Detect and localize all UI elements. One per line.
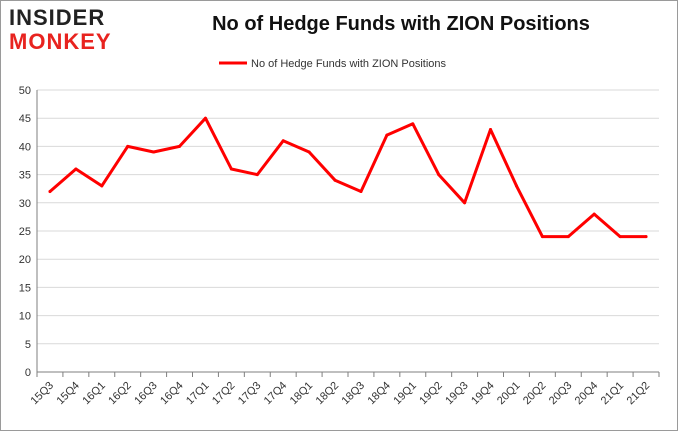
x-tick-label-18Q2: 18Q2: [314, 380, 342, 408]
x-tick-label-18Q1: 18Q1: [288, 380, 316, 408]
legend: No of Hedge Funds with ZION Positions: [219, 58, 447, 70]
data-point-16Q4: [178, 144, 182, 148]
x-tick-label-19Q2: 19Q2: [417, 380, 445, 408]
x-tick-label-17Q4: 17Q4: [262, 380, 290, 408]
data-point-15Q3: [48, 190, 52, 194]
data-point-19Q2: [437, 173, 441, 177]
data-point-16Q3: [152, 150, 156, 154]
x-tick-label-20Q4: 20Q4: [573, 380, 601, 408]
data-point-17Q1: [203, 116, 207, 120]
x-tick-label-20Q2: 20Q2: [521, 380, 549, 408]
legend-label: No of Hedge Funds with ZION Positions: [251, 58, 447, 70]
y-tick-label-15: 15: [19, 282, 31, 294]
y-tick-label-10: 10: [19, 311, 31, 323]
data-point-20Q3: [566, 235, 570, 239]
data-point-18Q1: [307, 150, 311, 154]
y-tick-label-35: 35: [19, 170, 31, 182]
x-tick-label-18Q4: 18Q4: [365, 380, 393, 408]
x-tick-label-21Q2: 21Q2: [625, 380, 653, 408]
y-tick-label-25: 25: [19, 226, 31, 238]
x-tick-label-19Q4: 19Q4: [469, 380, 497, 408]
y-tick-label-20: 20: [19, 254, 31, 266]
x-tick-label-16Q4: 16Q4: [158, 380, 186, 408]
data-point-18Q3: [359, 190, 363, 194]
x-tick-label-19Q3: 19Q3: [443, 380, 471, 408]
data-point-21Q2: [644, 235, 648, 239]
data-point-18Q4: [385, 133, 389, 137]
data-point-19Q3: [463, 201, 467, 205]
x-tick-labels: 15Q315Q416Q116Q216Q316Q417Q117Q217Q317Q4…: [29, 380, 653, 408]
series-line-0: [48, 116, 648, 239]
gridlines: [37, 89, 659, 345]
y-tick-label-5: 5: [25, 339, 31, 351]
data-point-17Q2: [229, 167, 233, 171]
y-tick-label-45: 45: [19, 113, 31, 125]
chart-title: No of Hedge Funds with ZION Positions: [212, 13, 590, 35]
data-point-17Q3: [255, 173, 259, 177]
logo-text-insider: INSIDER: [9, 5, 106, 30]
x-tick-label-15Q3: 15Q3: [29, 380, 57, 408]
y-tick-label-40: 40: [19, 141, 31, 153]
x-tick-label-16Q2: 16Q2: [106, 380, 134, 408]
logo-text-monkey: MONKEY: [9, 29, 112, 54]
data-point-20Q1: [514, 184, 518, 188]
data-point-20Q4: [592, 212, 596, 216]
data-point-18Q2: [333, 178, 337, 182]
y-tick-label-0: 0: [25, 367, 31, 379]
axes: [36, 90, 660, 377]
data-point-19Q1: [411, 122, 415, 126]
x-tick-label-15Q4: 15Q4: [54, 380, 82, 408]
x-tick-label-17Q1: 17Q1: [184, 380, 212, 408]
data-point-21Q1: [618, 235, 622, 239]
x-tick-label-16Q1: 16Q1: [80, 380, 108, 408]
x-tick-label-18Q3: 18Q3: [340, 380, 368, 408]
data-point-17Q4: [281, 139, 285, 143]
x-tick-label-20Q3: 20Q3: [547, 380, 575, 408]
data-point-16Q1: [100, 184, 104, 188]
x-tick-label-16Q3: 16Q3: [132, 380, 160, 408]
insider-monkey-logo: INSIDER MONKEY: [9, 7, 129, 57]
y-tick-label-50: 50: [19, 85, 31, 97]
series-lines: [48, 116, 648, 239]
x-tick-label-21Q1: 21Q1: [599, 380, 627, 408]
x-tick-label-17Q2: 17Q2: [210, 380, 238, 408]
data-point-19Q4: [489, 127, 493, 131]
x-tick-label-19Q1: 19Q1: [391, 380, 419, 408]
data-point-16Q2: [126, 144, 130, 148]
data-point-15Q4: [74, 167, 78, 171]
y-tick-labels: 0 5 10 15 20 25 30 35 40 45 50: [19, 85, 31, 379]
y-tick-label-30: 30: [19, 198, 31, 210]
x-tick-label-20Q1: 20Q1: [495, 380, 523, 408]
x-tick-label-17Q3: 17Q3: [236, 380, 264, 408]
data-point-20Q2: [540, 235, 544, 239]
